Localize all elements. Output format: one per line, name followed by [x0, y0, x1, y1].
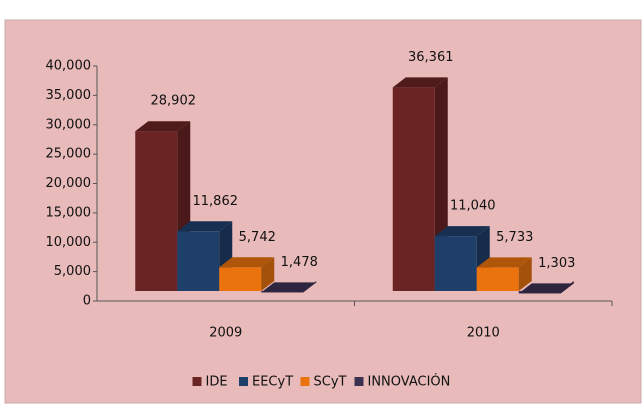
- bar-top: [476, 257, 532, 268]
- y-tick-label: 20,000: [46, 176, 92, 191]
- y-tick-label: 5,000: [54, 264, 91, 279]
- bar-top: [135, 121, 191, 132]
- x-tick-label: 2009: [209, 326, 242, 341]
- bar-group: [219, 257, 275, 291]
- chart-background: [4, 19, 642, 404]
- bar-top: [261, 282, 317, 293]
- bar-top: [219, 257, 275, 268]
- value-label: 36,361: [408, 50, 454, 65]
- legend-swatch: [192, 377, 202, 386]
- bar-top: [518, 283, 574, 294]
- bar: [219, 267, 262, 291]
- value-label: 11,862: [193, 194, 239, 209]
- y-tick-label: 10,000: [46, 235, 92, 250]
- bar-top: [392, 77, 448, 88]
- value-label: 1,303: [538, 256, 575, 271]
- bar-group: [261, 281, 317, 293]
- y-tick-label: 25,000: [46, 147, 92, 162]
- bar: [135, 131, 178, 291]
- value-label: 11,040: [450, 199, 496, 214]
- legend-swatch: [354, 377, 364, 386]
- legend-swatch: [300, 377, 310, 386]
- bar-group: [518, 281, 574, 294]
- legend-label: INNOVACIÓN: [368, 374, 451, 390]
- bar-top: [177, 221, 233, 232]
- value-label: 1,478: [281, 255, 318, 270]
- y-tick-label: 15,000: [46, 205, 92, 220]
- value-label: 5,742: [239, 230, 276, 245]
- bar: [177, 231, 220, 291]
- y-tick-label: 40,000: [46, 59, 92, 74]
- y-tick-label: 35,000: [46, 88, 92, 103]
- legend-swatch: [239, 377, 248, 386]
- value-label: 5,733: [496, 230, 533, 245]
- bar: [392, 87, 435, 292]
- legend-label: IDE: [206, 375, 228, 390]
- bar-top: [434, 226, 490, 237]
- bar: [434, 236, 477, 291]
- y-tick-label: 30,000: [46, 117, 92, 132]
- bar-side: [261, 257, 275, 291]
- legend-label: EECyT: [252, 375, 293, 390]
- y-tick-label: 0: [83, 294, 91, 309]
- bar-group: [476, 257, 532, 291]
- x-tick-label: 2010: [467, 326, 500, 341]
- legend-label: SCyT: [314, 375, 347, 390]
- bar: [476, 267, 519, 291]
- bar-side: [518, 257, 532, 291]
- value-label: 28,902: [151, 94, 197, 109]
